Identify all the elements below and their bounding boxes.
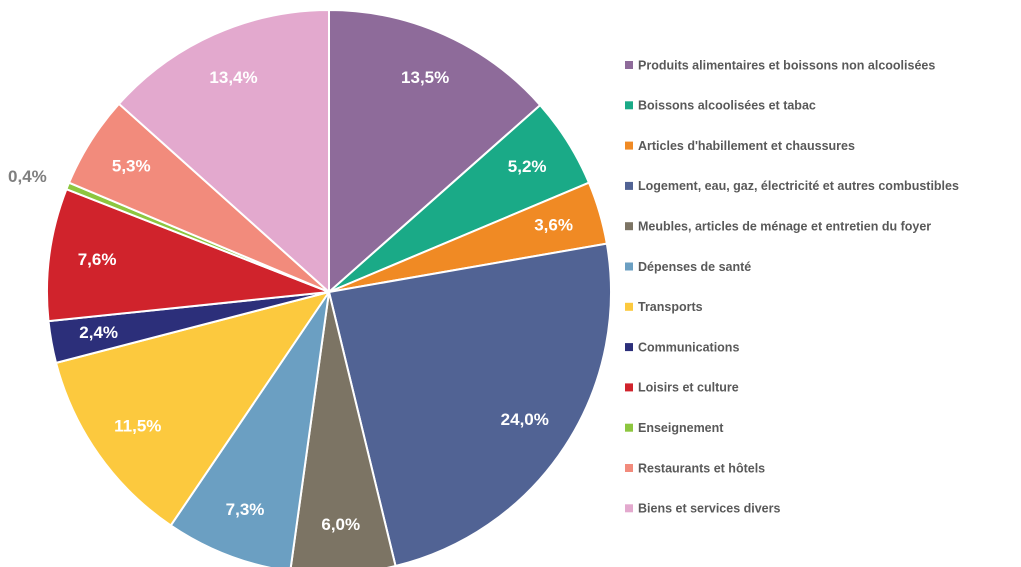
legend-swatch bbox=[625, 181, 633, 190]
legend-swatch bbox=[625, 302, 633, 311]
legend-swatch bbox=[625, 383, 633, 392]
legend-swatch bbox=[625, 141, 633, 150]
slice-label: 7,6% bbox=[78, 250, 117, 269]
slice-label: 0,4% bbox=[8, 167, 47, 186]
legend-swatch bbox=[625, 504, 633, 513]
legend-label: Produits alimentaires et boissons non al… bbox=[638, 58, 935, 72]
slice-label: 2,4% bbox=[79, 323, 118, 342]
legend-label: Logement, eau, gaz, électricité et autre… bbox=[638, 179, 959, 193]
legend-swatch bbox=[625, 61, 633, 69]
legend-label: Transports bbox=[638, 300, 703, 314]
slice bbox=[328, 8, 542, 295]
slice-label: 13,4% bbox=[209, 68, 257, 87]
legend-swatch bbox=[625, 101, 633, 110]
legend-label: Boissons alcoolisées et tabac bbox=[638, 99, 816, 113]
slice-label: 5,3% bbox=[112, 156, 151, 175]
slice-label: 7,3% bbox=[226, 500, 265, 519]
slice-label: 11,5% bbox=[114, 416, 161, 435]
legend-swatch bbox=[625, 262, 633, 271]
slice-label: 6,0% bbox=[321, 515, 360, 534]
legend-swatch bbox=[625, 343, 633, 352]
slice bbox=[117, 8, 330, 295]
slice bbox=[327, 242, 612, 567]
slice-label: 13,5% bbox=[401, 68, 449, 87]
legend-swatch bbox=[625, 464, 633, 472]
legend-label: Dépenses de santé bbox=[638, 260, 751, 274]
legend-label: Loisirs et culture bbox=[638, 381, 739, 395]
slice-label: 3,6% bbox=[534, 216, 573, 235]
legend-label: Meubles, articles de ménage et entretien… bbox=[638, 219, 931, 233]
legend-label: Biens et services divers bbox=[638, 502, 780, 516]
legend-swatch bbox=[625, 423, 633, 432]
legend-label: Articles d'habillement et chaussures bbox=[638, 139, 855, 153]
slice bbox=[54, 290, 332, 527]
slice bbox=[46, 187, 330, 323]
legend-label: Communications bbox=[638, 340, 739, 354]
slice bbox=[169, 291, 330, 567]
legend-swatch bbox=[625, 222, 633, 231]
slice-label: 5,2% bbox=[508, 157, 547, 176]
legend-label: Enseignement bbox=[638, 421, 724, 435]
slice-label: 24,0% bbox=[501, 410, 549, 429]
slice bbox=[289, 291, 397, 567]
legend-label: Restaurants et hôtels bbox=[638, 461, 765, 475]
